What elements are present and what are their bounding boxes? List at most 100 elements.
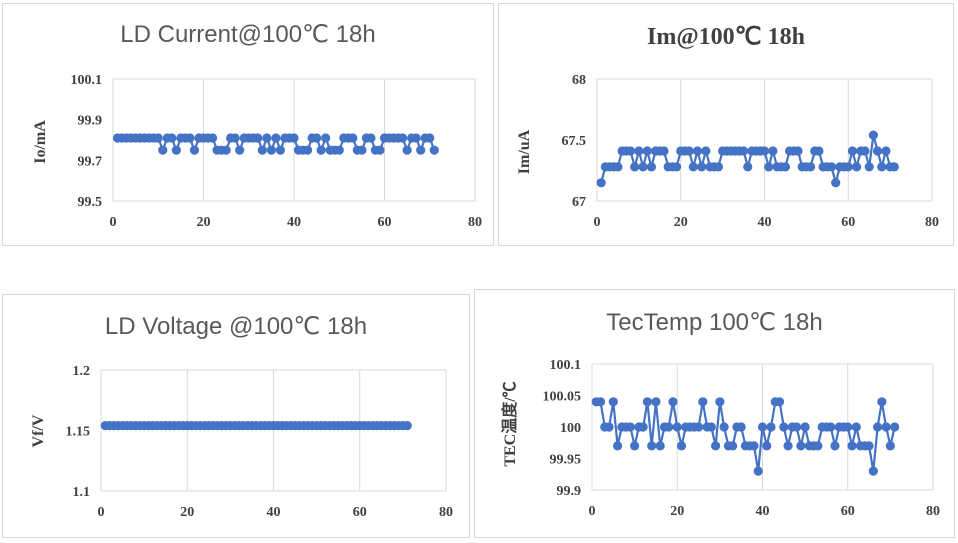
data-point [158,145,168,155]
y-tick-label: 67 [572,195,586,210]
data-point [646,162,657,172]
data-point [768,146,778,156]
chart-title: LD Voltage @100℃ 18h [104,313,368,340]
data-point [706,422,716,432]
data-point [416,145,426,155]
data-point [877,162,887,172]
data-point [625,146,636,156]
y-axis-label: Vf/V [30,414,47,447]
data-point [366,133,376,143]
data-point [793,146,803,156]
y-tick-label: 68 [572,73,586,88]
data-point [762,441,772,451]
data-point [701,146,711,156]
data-point [889,162,899,172]
data-point [805,162,816,172]
chart-panel-ld-current: LD Current@100℃ 18h 0 20 40 60 80 99.5 99.7 99.… [2,3,494,246]
data-point [847,441,857,451]
data-point [757,422,768,432]
data-point [253,133,263,143]
data-point [230,133,240,143]
data-point [697,162,707,172]
data-point [692,146,703,156]
data-point [759,146,770,156]
data-point [357,145,367,155]
y-tick-label: 100.1 [550,358,582,373]
data-point [736,422,746,432]
series-line [600,134,895,188]
x-tick-label: 0 [589,504,596,519]
x-tick-label: 80 [925,215,939,230]
data-point [881,422,891,432]
x-tick-label: 20 [670,504,684,519]
data-point [429,145,439,155]
x-tick-label: 60 [353,505,367,520]
data-point [221,145,231,155]
x-tick-label: 0 [110,215,117,230]
data-point [235,145,245,155]
data-point [302,145,313,155]
data-point [868,466,878,476]
data-point [375,145,385,155]
data-point [698,397,708,407]
data-point [171,145,181,155]
data-point [719,422,729,432]
data-point [868,130,878,140]
y-tick-label: 99.9 [78,114,103,129]
data-point [693,422,704,432]
data-point [613,162,623,172]
y-axis-label: TEC温度/℃ [500,381,519,466]
data-point [830,441,840,451]
x-tick-label: 40 [287,215,301,230]
data-point [664,422,674,432]
data-point [877,397,887,407]
data-point [847,146,858,156]
x-tick-label: 40 [267,505,281,520]
chart-panel-im: Im@100℃ 18h 0 20 40 60 80 67 67.5 68 Im/uA [498,3,954,246]
data-point [638,422,648,432]
y-tick-label: 99.7 [78,154,103,169]
data-point [257,145,267,155]
data-point [630,162,640,172]
data-point [275,145,286,155]
y-tick-label: 99.5 [78,195,103,210]
data-point [642,146,652,156]
chart-panel-tectemp: TecTemp 100℃ 18h 0 20 40 60 80 99.9 99.95 100 10… [474,289,955,538]
data-point [749,441,759,451]
data-point [826,162,837,172]
data-point [860,146,870,156]
data-point [334,145,344,155]
data-point [881,146,891,156]
data-point [890,422,900,432]
data-point [764,162,774,172]
series-line [596,400,896,472]
y-tick-label: 99.9 [557,484,582,499]
x-tick-label: 60 [841,504,855,519]
data-point [348,133,358,143]
data-point [153,133,163,143]
data-point [604,422,614,432]
data-point [684,146,694,156]
data-point [189,145,200,155]
data-point [814,146,824,156]
y-tick-label: 1.15 [66,425,91,440]
data-point [185,133,195,143]
data-point [634,146,644,156]
data-point [312,133,322,143]
data-point [851,422,861,432]
data-point [642,397,653,407]
data-point [647,441,657,451]
data-point [638,162,648,172]
data-point [608,397,618,407]
data-point [715,397,725,407]
data-point [402,145,412,155]
x-tick-label: 20 [674,215,688,230]
data-point [738,146,749,156]
data-point [864,441,874,451]
data-point [411,133,421,143]
data-point [766,422,776,432]
data-point [688,162,698,172]
data-point [796,441,806,451]
data-point [266,145,276,155]
x-tick-label: 0 [98,505,105,520]
